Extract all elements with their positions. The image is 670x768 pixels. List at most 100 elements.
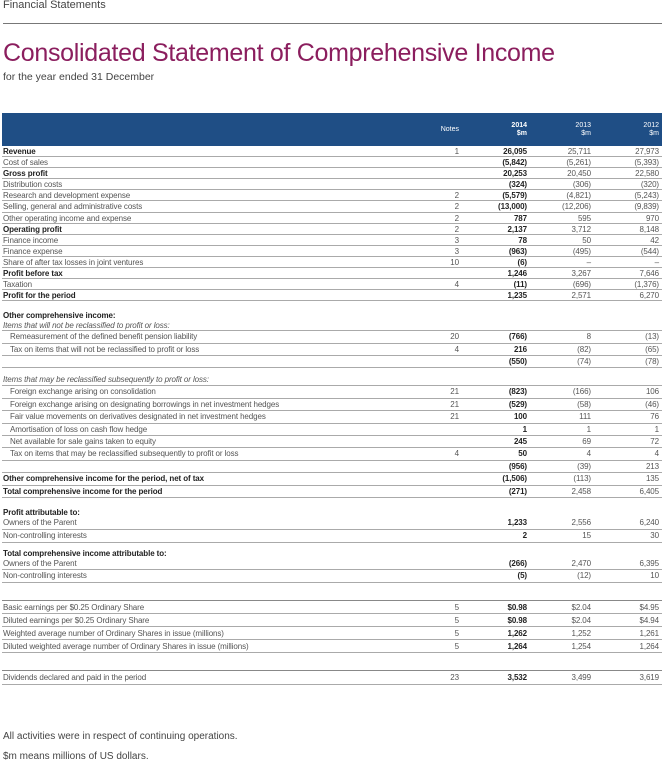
income-statement-table: Notes 2014 $m 2013 $m 2012 $m Revenue 1 26,09…: [2, 113, 662, 686]
value-2014: 245: [513, 437, 527, 447]
value-2013: 111: [579, 412, 591, 422]
row-label: Other comprehensive income for the perio…: [3, 474, 204, 484]
value-2014: 1: [522, 424, 527, 434]
value-2013: 2,470: [571, 558, 591, 568]
table-row: Selling, general and administrative cost…: [2, 201, 662, 213]
value-2014: (266): [508, 558, 527, 568]
value-2012: 22,580: [635, 169, 659, 179]
notes-cell: 2: [454, 191, 459, 201]
value-2012: 1,264: [639, 642, 659, 652]
notes-cell: 1: [454, 147, 459, 156]
value-2013: $2.04: [571, 616, 591, 626]
row-label: Fair value movements on derivatives desi…: [10, 412, 266, 422]
section-heading: Total comprehensive income attributable …: [2, 549, 662, 558]
value-2012: 213: [645, 461, 659, 471]
value-2013: 3,712: [571, 224, 591, 234]
table-row: (956) (39) 213: [2, 461, 662, 474]
value-2013: 8: [586, 332, 591, 342]
row-label: Research and development expense: [3, 191, 131, 201]
value-2013: (74): [577, 357, 591, 367]
notes-cell: 2: [454, 202, 459, 212]
value-2014: 26,095: [503, 147, 527, 156]
table-row: Other comprehensive income for the perio…: [2, 473, 662, 486]
row-label: Selling, general and administrative cost…: [3, 202, 143, 212]
row-label: Weighted average number of Ordinary Shar…: [3, 629, 224, 639]
value-2014: (823): [508, 387, 527, 397]
value-2012: 30: [650, 530, 659, 540]
value-2014: (1,506): [502, 474, 527, 484]
value-2012: 3,619: [639, 673, 659, 683]
value-2012: (5,243): [634, 191, 659, 201]
row-label: Owners of the Parent: [3, 558, 77, 568]
value-2012: $4.95: [639, 603, 659, 613]
row-label: [2, 461, 422, 472]
value-2014: 1,264: [507, 642, 527, 652]
table-header: Notes 2014 $m 2013 $m 2012 $m: [2, 113, 662, 146]
value-2013: 50: [582, 235, 591, 245]
table-body: Revenue 1 26,095 25,711 27,973 Cost of sales (…: [2, 146, 662, 686]
table-row: Fair value movements on derivatives desi…: [2, 411, 662, 424]
year-label: 2012: [643, 121, 659, 129]
section-heading: Other comprehensive income:: [2, 311, 662, 321]
value-2013: (5,261): [566, 158, 591, 168]
notes-cell: 5: [454, 642, 459, 652]
notes-cell: [422, 461, 462, 472]
value-2012: (9,839): [634, 202, 659, 212]
value-2012: 970: [645, 213, 659, 223]
value-2012: (320): [640, 180, 659, 190]
value-2013: 1: [586, 424, 591, 434]
section-heading: Items that will not be reclassified to p…: [2, 321, 662, 332]
value-2013: 1,252: [571, 629, 591, 639]
value-2012: (1,376): [634, 280, 659, 290]
value-2013: (12,206): [562, 202, 591, 212]
notes-cell: [422, 570, 462, 582]
row-label: Tax on items that will not be reclassifi…: [10, 344, 200, 354]
value-2014: (13,000): [498, 202, 527, 212]
row-label: Operating profit: [3, 224, 62, 234]
row-label: Other operating income and expense: [3, 213, 132, 223]
value-2013: (306): [572, 180, 591, 190]
value-2014: 1,246: [507, 269, 527, 279]
table-row: Cost of sales (5,842) (5,261) (5,393): [2, 157, 662, 169]
row-label: Dividends declared and paid in the perio…: [3, 673, 147, 683]
table-row: Foreign exchange arising on designating …: [2, 399, 662, 412]
value-2013: 69: [582, 437, 591, 447]
value-2012: 6,395: [639, 558, 659, 568]
row-label: Profit attributable to:: [3, 508, 80, 517]
value-2012: 76: [650, 412, 659, 422]
value-2014: (5,579): [502, 191, 527, 201]
value-2012: (65): [645, 344, 659, 354]
notes-cell: 4: [454, 449, 459, 459]
value-2013: (166): [572, 387, 591, 397]
row-label: Diluted weighted average number of Ordin…: [3, 642, 249, 652]
value-2013: 20,450: [567, 169, 591, 179]
value-2012: (5,393): [634, 158, 659, 168]
value-2014: (963): [508, 246, 527, 256]
year-2014-header: 2014 $m: [462, 122, 530, 138]
row-label: Amortisation of loss on cash flow hedge: [10, 424, 148, 434]
table-row: Share of after tax losses in joint ventu…: [2, 257, 662, 269]
notes-cell: 4: [454, 280, 459, 290]
year-2012-header: 2012 $m: [594, 122, 662, 138]
value-2013: 15: [582, 530, 591, 540]
row-label: Non-controlling interests: [3, 530, 87, 540]
table-row: Non-controlling interests 2 15 30: [2, 530, 662, 543]
row-label: Foreign exchange arising on designating …: [10, 399, 280, 409]
value-2014: (956): [508, 461, 527, 471]
value-2013: 2,571: [571, 291, 591, 301]
notes-cell: [422, 486, 462, 497]
notes-cell: [422, 179, 462, 189]
row-label: Finance income: [3, 235, 59, 245]
value-2013: 2,458: [571, 486, 591, 496]
value-2012: (46): [645, 399, 659, 409]
value-2013: (58): [577, 399, 591, 409]
table-row: Net available for sale gains taken to eq…: [2, 436, 662, 449]
row-label: Items that will not be reclassified to p…: [3, 321, 170, 331]
value-2014: 1,233: [507, 518, 527, 527]
value-2013: (4,821): [566, 191, 591, 201]
year-label: 2014: [511, 121, 527, 129]
table-row: Dividends declared and paid in the perio…: [2, 671, 662, 686]
value-2013: 4: [586, 449, 591, 459]
value-2014: (529): [508, 399, 527, 409]
table-row: Owners of the Parent 1,233 2,556 6,240: [2, 517, 662, 530]
